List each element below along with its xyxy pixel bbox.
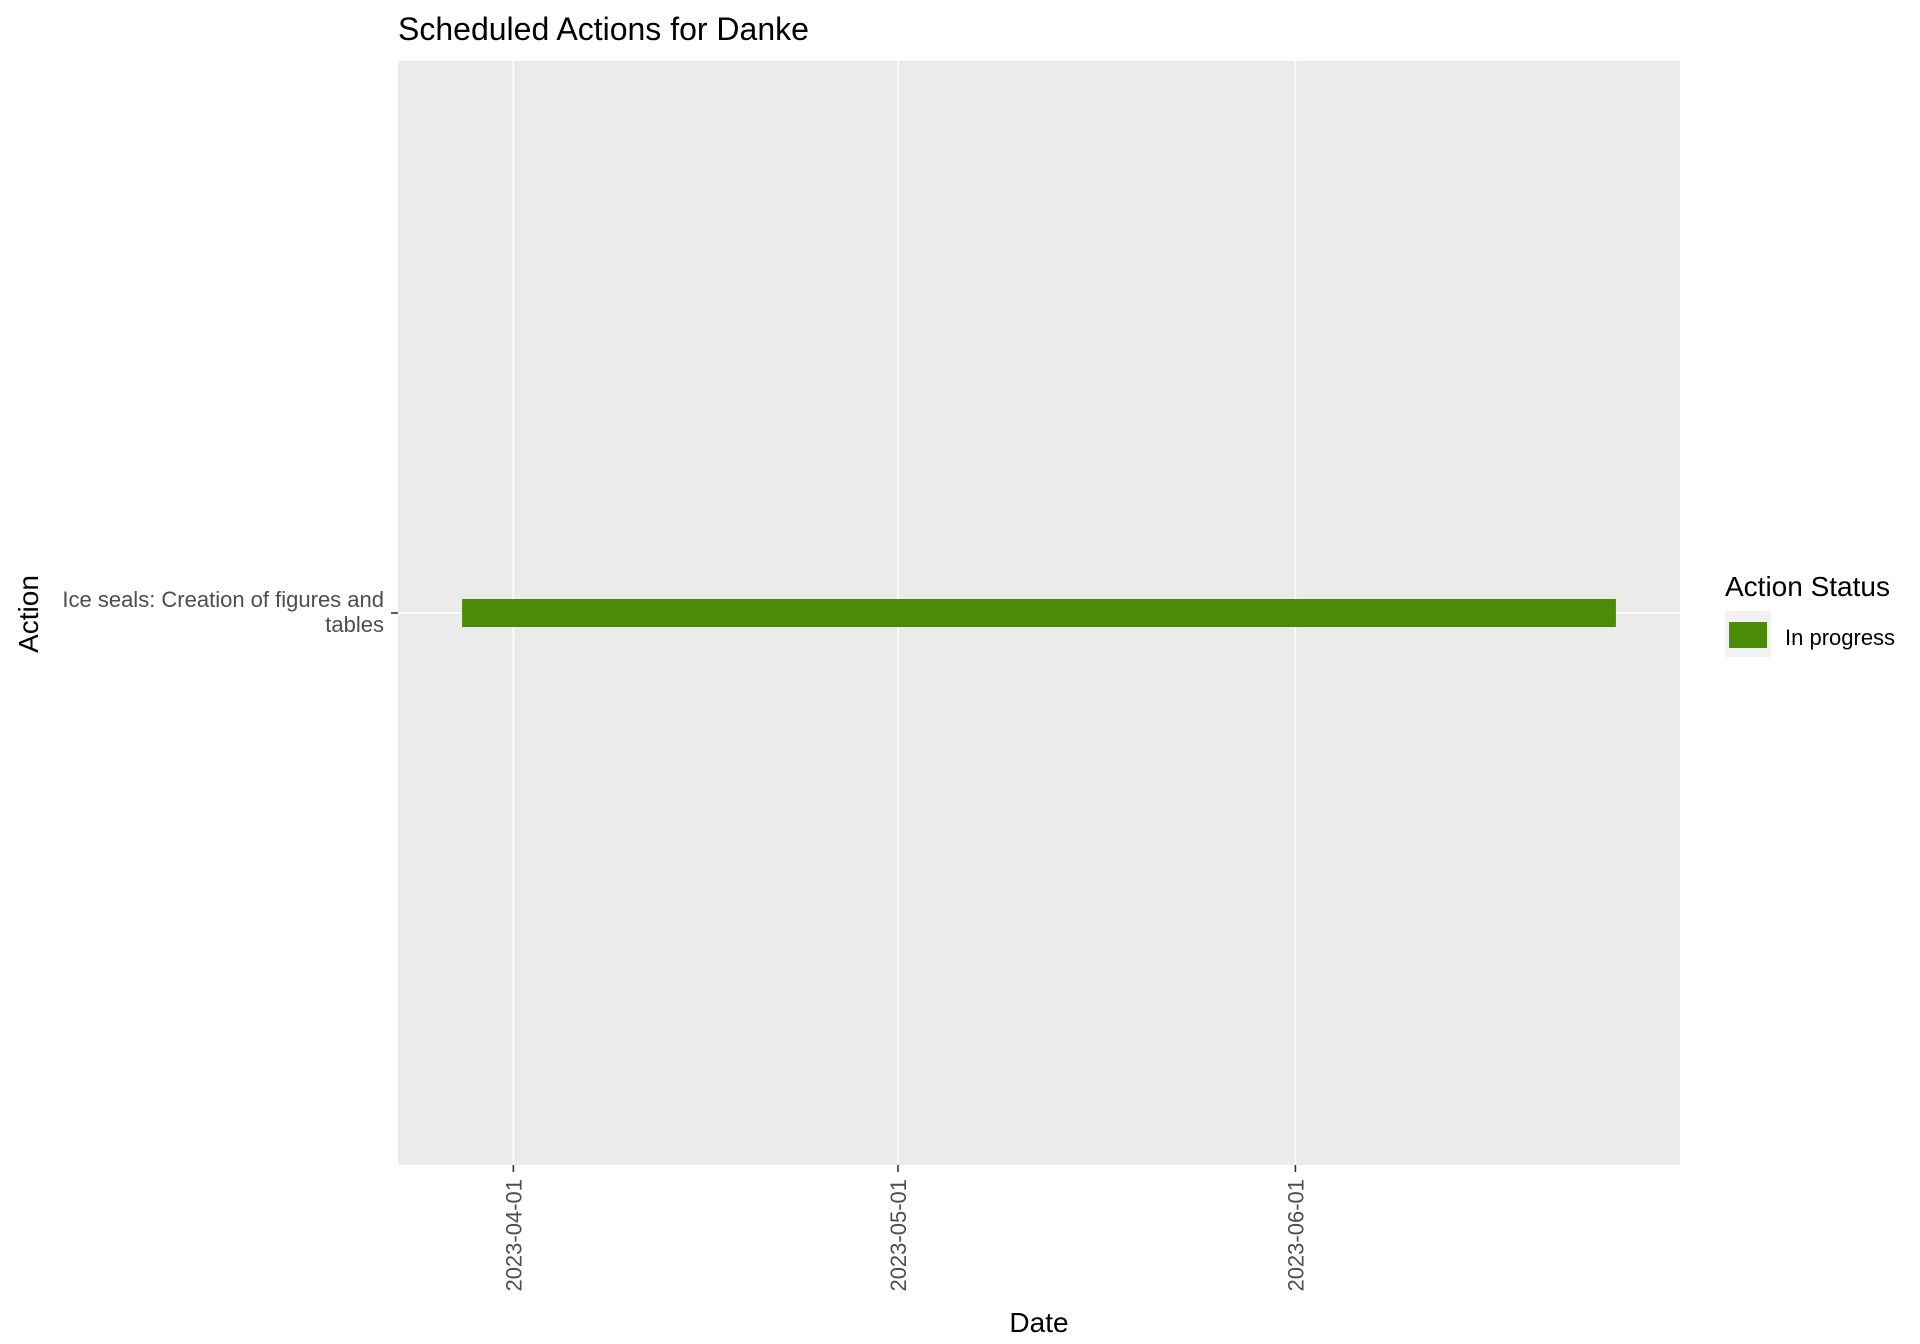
x-tick-label: 2023-05-01 <box>886 1179 911 1292</box>
y-tick-label-line: Ice seals: Creation of figures and <box>62 587 384 612</box>
x-tick-label: 2023-04-01 <box>501 1179 526 1292</box>
bars-layer <box>462 599 1616 627</box>
legend: Action Status In progress <box>1725 571 1895 657</box>
x-tick-label: 2023-06-01 <box>1283 1179 1308 1292</box>
gantt-bar <box>462 599 1616 627</box>
y-axis-ticks: Ice seals: Creation of figures and tables <box>62 587 398 637</box>
chart-title: Scheduled Actions for Danke <box>398 11 809 47</box>
y-tick-label: Ice seals: Creation of figures and tables <box>62 587 384 637</box>
legend-swatch-in-progress <box>1729 622 1767 648</box>
legend-label-in-progress: In progress <box>1785 625 1895 650</box>
legend-title: Action Status <box>1725 571 1890 602</box>
y-axis-title: Action <box>13 575 44 653</box>
y-tick-label-line: tables <box>325 612 384 637</box>
x-axis-title: Date <box>1009 1307 1068 1338</box>
x-axis-ticks: 2023-04-01 2023-05-01 2023-06-01 <box>501 1165 1308 1292</box>
